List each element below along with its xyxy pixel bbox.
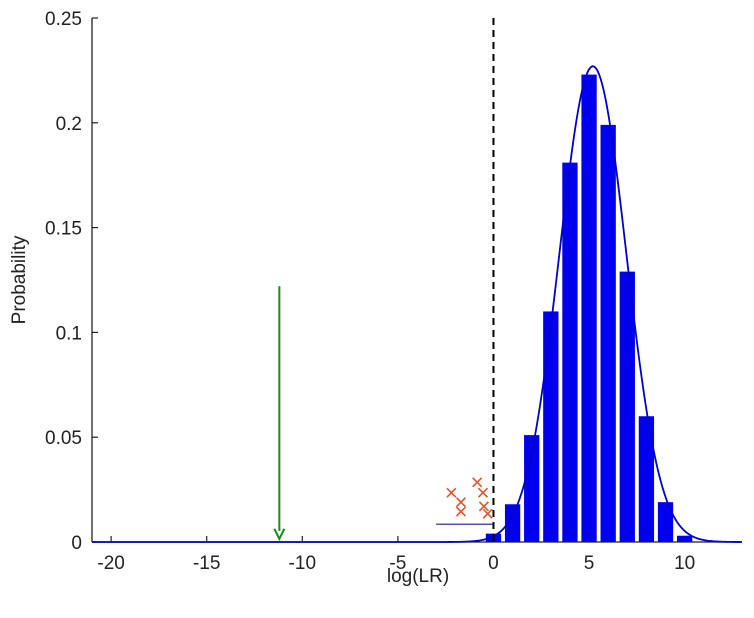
histogram-bar [524,435,540,542]
cross-marker-stroke [478,501,489,512]
cross-marker-stroke [472,477,483,488]
histogram-bar [657,502,674,542]
x-tick-label: -10 [289,553,316,574]
cross-marker-stroke [446,487,457,498]
histogram-bar [581,74,597,542]
cross-marker [472,477,483,488]
cross-marker [455,497,467,508]
cross-marker-stroke [455,497,467,508]
x-axis-label: log(LR) [387,566,449,587]
cross-marker-stroke [477,487,489,498]
y-tick-label: 0.2 [56,114,82,135]
cross-marker-stroke [482,508,493,519]
cross-marker [455,506,467,517]
x-tick-label: -20 [97,553,124,574]
x-tick-label: 5 [584,553,595,574]
y-axis-label: Probability [9,235,30,324]
cross-marker [477,487,489,498]
x-tick-label: -15 [193,553,220,574]
y-tick-label: 0 [71,533,82,554]
histogram-bar [543,311,559,542]
plot-area [92,18,743,543]
cross-marker [482,508,493,519]
histogram-bar [504,504,521,542]
histogram-bar [677,535,693,542]
x-tick-label: 0 [488,553,499,574]
y-tick-label: 0.15 [45,219,82,240]
y-tick-label: 0.1 [56,323,82,344]
tick-labels: -20 -15 -10 -5 0 5 10 0 0.05 0.1 0.15 0.2 0.25 [45,9,695,574]
histogram-bar [562,162,578,542]
x-tick-label: -5 [389,553,406,574]
cross-marker-stroke [455,506,467,517]
histogram-bar [600,124,616,542]
y-tick-label: 0.05 [45,428,82,449]
cross-marker [478,501,489,512]
x-tick-label: 10 [674,553,695,574]
y-tick-label: 0.25 [45,9,82,30]
cross-marker [446,487,457,498]
fitted-curve-line [92,65,743,543]
histogram-bar [619,271,635,542]
arrow-head [273,528,286,542]
histogram-bar [638,416,655,542]
